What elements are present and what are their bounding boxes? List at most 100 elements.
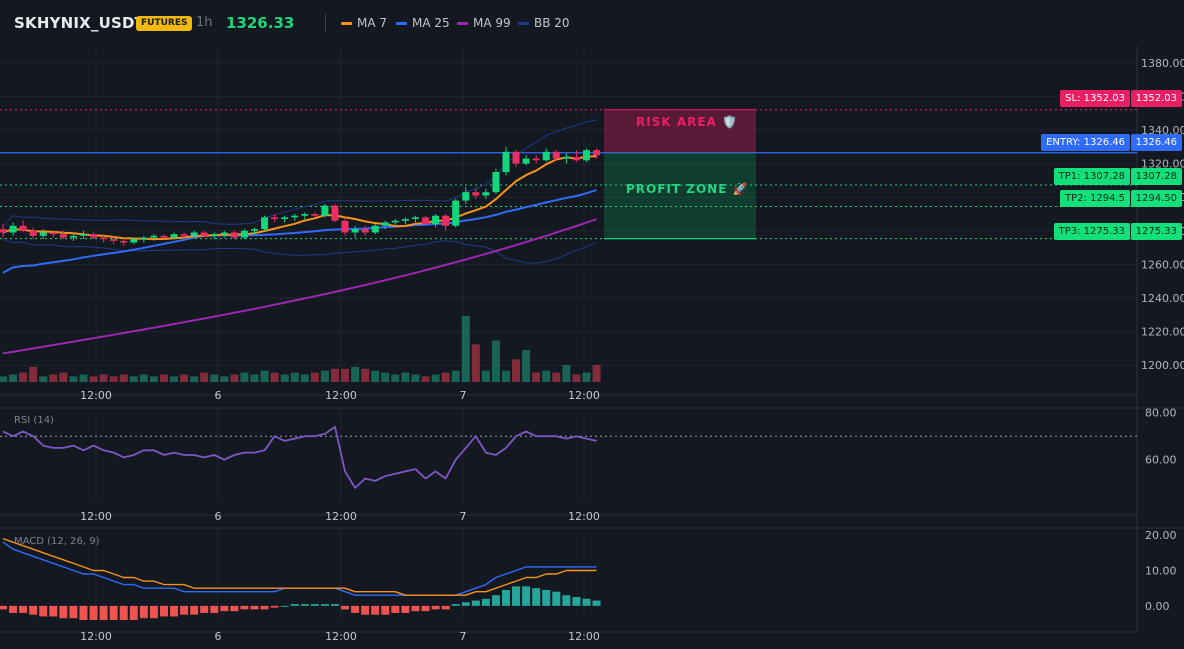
volume-bar bbox=[129, 376, 138, 382]
macd-histogram-bar bbox=[200, 605, 209, 613]
legend-ma7[interactable]: MA 7 bbox=[341, 16, 387, 30]
symbol-name[interactable]: SKHYNIX_USDT bbox=[14, 14, 146, 32]
macd-histogram-bar bbox=[0, 605, 7, 610]
macd-histogram-bar bbox=[351, 605, 360, 613]
time-label: 7 bbox=[460, 630, 467, 643]
macd-histogram-bar bbox=[220, 605, 229, 612]
macd-histogram-bar bbox=[481, 598, 490, 606]
price-tick-label: 1200.00 bbox=[1141, 359, 1184, 372]
candle-body bbox=[472, 192, 480, 196]
volume-bar bbox=[19, 372, 28, 382]
tp1-tag[interactable]: TP1: 1307.28 bbox=[1053, 168, 1130, 185]
ma7-line bbox=[2, 155, 597, 240]
candle-body bbox=[452, 200, 460, 226]
volume-bar bbox=[280, 374, 289, 382]
volume-bar bbox=[149, 376, 158, 382]
legend-bb20[interactable]: BB 20 bbox=[518, 16, 570, 30]
volume-bar bbox=[240, 372, 249, 382]
volume-bar bbox=[39, 376, 48, 382]
macd-histogram-bar bbox=[461, 602, 470, 606]
time-label: 12:00 bbox=[80, 510, 112, 523]
time-label: 12:00 bbox=[80, 630, 112, 643]
candle-body bbox=[351, 229, 359, 233]
macd-histogram-bar bbox=[129, 605, 138, 620]
tp3-tag[interactable]: TP3: 1275.33 bbox=[1053, 223, 1130, 240]
tp3-axis-value: 1275.33 bbox=[1130, 223, 1182, 240]
timeframe-selector[interactable]: 1h bbox=[196, 15, 213, 30]
candle-body bbox=[90, 234, 98, 238]
candle-body bbox=[582, 150, 590, 161]
rsi-line bbox=[2, 425, 597, 489]
volume-bar bbox=[471, 344, 480, 382]
volume-bar bbox=[441, 372, 450, 382]
candle-body bbox=[210, 234, 218, 236]
time-label: 7 bbox=[460, 389, 467, 402]
candle-body bbox=[341, 220, 349, 233]
volume-bar bbox=[592, 365, 601, 382]
candle-body bbox=[0, 229, 7, 233]
candle-body bbox=[261, 217, 269, 230]
sl-tag[interactable]: SL: 1352.03 bbox=[1060, 90, 1130, 107]
rsi-tick-label: 60.00 bbox=[1145, 454, 1177, 467]
macd-histogram-bar bbox=[180, 605, 189, 615]
profit-zone-label: PROFIT ZONE 🚀 bbox=[626, 182, 749, 196]
volume-bar bbox=[200, 372, 209, 382]
rsi-tick-label: 80.00 bbox=[1145, 407, 1177, 420]
candle-body bbox=[411, 217, 419, 220]
time-label: 12:00 bbox=[325, 630, 357, 643]
macd-histogram-bar bbox=[119, 605, 128, 620]
volume-bar bbox=[481, 370, 490, 382]
ma25-label: MA 25 bbox=[412, 16, 450, 30]
macd-histogram-bar bbox=[542, 589, 551, 606]
candle-body bbox=[422, 217, 430, 225]
candle-body bbox=[170, 234, 178, 238]
candle-body bbox=[522, 158, 530, 164]
volume-bar bbox=[139, 374, 148, 382]
candle-body bbox=[251, 229, 258, 231]
volume-bar bbox=[431, 374, 440, 382]
macd-histogram-bar bbox=[240, 605, 249, 610]
macd-histogram-bar bbox=[592, 600, 601, 606]
time-label: 12:00 bbox=[568, 630, 600, 643]
ma99-line bbox=[2, 218, 597, 355]
legend-ma25[interactable]: MA 25 bbox=[396, 16, 450, 30]
macd-histogram-bar bbox=[341, 605, 350, 610]
candle-body bbox=[442, 215, 450, 226]
entry-tag[interactable]: ENTRY: 1326.46 bbox=[1041, 134, 1130, 151]
risk-area-label: RISK AREA 🛡️ bbox=[636, 115, 738, 129]
volume-bar bbox=[49, 374, 58, 382]
candle-body bbox=[230, 232, 238, 238]
volume-bar bbox=[341, 368, 350, 382]
macd-histogram-bar bbox=[69, 605, 78, 619]
volume-bar bbox=[451, 370, 460, 382]
candle-body bbox=[180, 234, 188, 236]
candle-body bbox=[321, 205, 329, 216]
volume-bar bbox=[411, 374, 420, 382]
macd-histogram-bar bbox=[381, 605, 390, 615]
time-label: 6 bbox=[215, 510, 222, 523]
macd-signal-line bbox=[2, 537, 597, 596]
tp2-tag[interactable]: TP2: 1294.5 bbox=[1059, 190, 1130, 207]
candle-body bbox=[69, 235, 77, 238]
macd-histogram-bar bbox=[159, 605, 168, 617]
candle-body bbox=[200, 232, 208, 236]
macd-histogram-bar bbox=[210, 605, 219, 613]
candle-body bbox=[311, 214, 319, 216]
candle-body bbox=[391, 220, 399, 223]
candle-body bbox=[140, 237, 148, 240]
macd-tick-label: 10.00 bbox=[1145, 564, 1177, 577]
candle-body bbox=[552, 151, 560, 159]
macd-histogram-bar bbox=[300, 604, 309, 606]
macd-histogram-bar bbox=[89, 605, 98, 620]
candle-body bbox=[59, 234, 67, 238]
macd-tick-label: 0.00 bbox=[1145, 600, 1170, 613]
legend-ma99[interactable]: MA 99 bbox=[457, 16, 511, 30]
volume-bar bbox=[542, 370, 551, 382]
macd-histogram-bar bbox=[411, 605, 420, 612]
candle-body bbox=[562, 156, 570, 159]
macd-line bbox=[2, 541, 597, 596]
bb-upper-line bbox=[2, 119, 597, 227]
volume-bar bbox=[119, 374, 128, 382]
volume-bar bbox=[89, 376, 98, 382]
